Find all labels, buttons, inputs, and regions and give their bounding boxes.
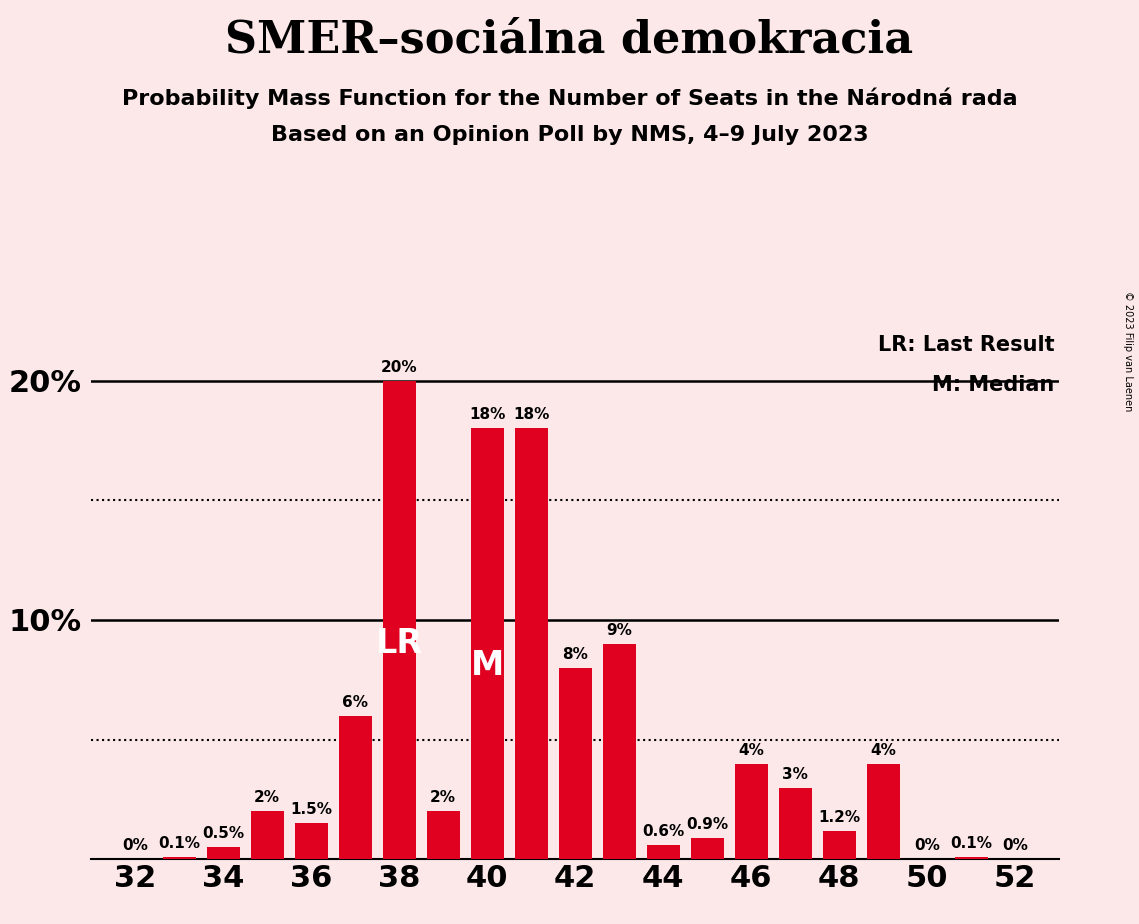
Text: 0.1%: 0.1%	[950, 836, 992, 851]
Text: 0.6%: 0.6%	[642, 824, 685, 839]
Text: 6%: 6%	[342, 695, 368, 710]
Bar	[603, 644, 636, 859]
Bar	[470, 429, 503, 859]
Text: 0.5%: 0.5%	[202, 826, 244, 842]
Text: 18%: 18%	[513, 407, 549, 422]
Text: 9%: 9%	[606, 623, 632, 638]
Bar	[295, 823, 328, 859]
Text: 4%: 4%	[738, 743, 764, 758]
Bar	[867, 763, 900, 859]
Text: 20%: 20%	[380, 359, 418, 374]
Text: 4%: 4%	[870, 743, 896, 758]
Bar	[647, 845, 680, 859]
Bar	[779, 787, 812, 859]
Text: Based on an Opinion Poll by NMS, 4–9 July 2023: Based on an Opinion Poll by NMS, 4–9 Jul…	[271, 125, 868, 145]
Text: LR: Last Result: LR: Last Result	[878, 335, 1055, 355]
Bar	[690, 838, 723, 859]
Text: Probability Mass Function for the Number of Seats in the Národná rada: Probability Mass Function for the Number…	[122, 88, 1017, 109]
Text: SMER–sociálna demokracia: SMER–sociálna demokracia	[226, 18, 913, 62]
Bar	[251, 811, 284, 859]
Bar	[206, 847, 239, 859]
Bar	[383, 381, 416, 859]
Text: 3%: 3%	[782, 767, 809, 782]
Text: 2%: 2%	[254, 790, 280, 806]
Bar	[954, 857, 988, 859]
Text: LR: LR	[376, 627, 423, 661]
Text: 0.9%: 0.9%	[686, 817, 728, 832]
Text: M: M	[470, 649, 503, 682]
Text: 1.2%: 1.2%	[818, 809, 860, 824]
Bar	[559, 668, 591, 859]
Text: 0%: 0%	[122, 838, 148, 854]
Bar	[338, 716, 371, 859]
Bar	[427, 811, 460, 859]
Text: 2%: 2%	[431, 790, 457, 806]
Bar	[735, 763, 768, 859]
Text: M: Median: M: Median	[932, 375, 1055, 395]
Text: © 2023 Filip van Laenen: © 2023 Filip van Laenen	[1123, 291, 1133, 411]
Bar	[163, 857, 196, 859]
Bar	[822, 831, 855, 859]
Text: 0%: 0%	[915, 838, 940, 854]
Bar	[515, 429, 548, 859]
Text: 18%: 18%	[469, 407, 506, 422]
Text: 1.5%: 1.5%	[290, 802, 333, 818]
Text: 0.1%: 0.1%	[158, 836, 200, 851]
Text: 8%: 8%	[563, 647, 588, 662]
Text: 0%: 0%	[1002, 838, 1029, 854]
